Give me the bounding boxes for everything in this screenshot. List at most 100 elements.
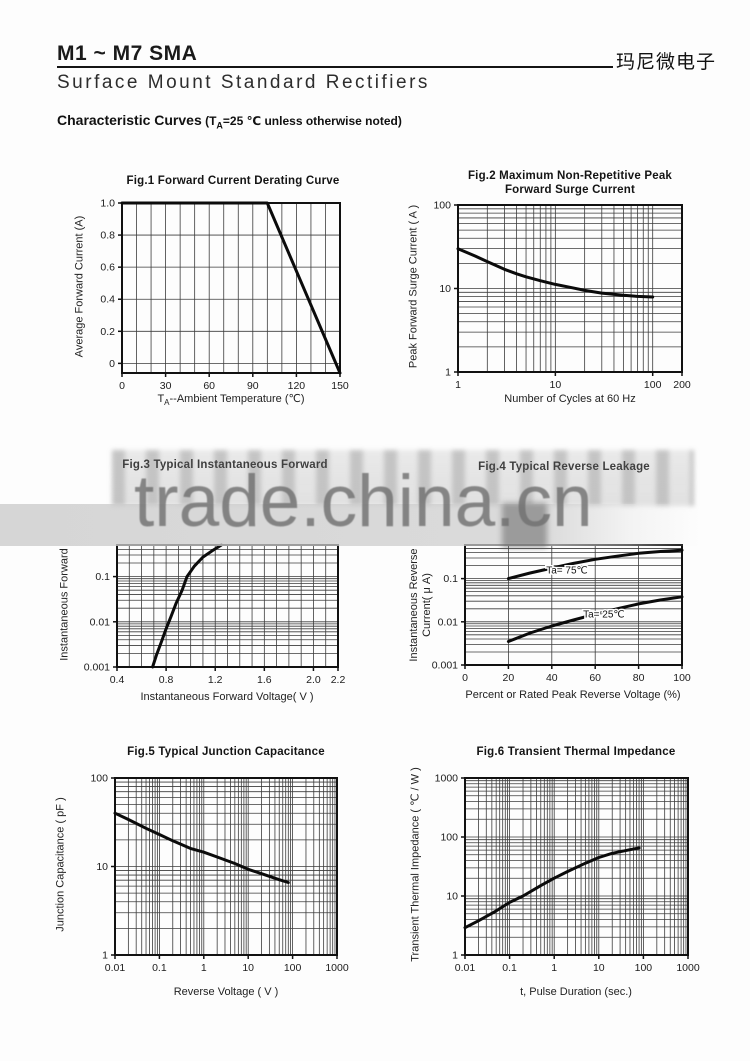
svg-text:0.01: 0.01 (105, 962, 126, 974)
fig5-title: Fig.5 Typical Junction Capacitance (127, 746, 325, 758)
svg-text:100: 100 (644, 379, 662, 391)
svg-text:1.6: 1.6 (257, 674, 272, 686)
fig1-x-axis-label: TA--Ambient Temperature (℃) (157, 393, 305, 408)
watermark-band (0, 504, 700, 546)
fig1-forward-current-derating: Fig.1 Forward Current Derating Curve 0 30… (55, 170, 390, 418)
svg-text:1: 1 (551, 962, 557, 974)
svg-text:1: 1 (102, 950, 108, 962)
svg-text:10: 10 (96, 861, 108, 873)
fig5-y-axis-label: Junction Capacitance ( pF ) (54, 797, 67, 932)
fig6-transient-thermal-impedance: Fig.6 Transient Thermal Impedance 0.01 0.… (395, 740, 745, 1012)
fig6-y-axis-label: Transient Thermal Impedance ( ℃ / W ) (409, 767, 422, 962)
svg-text:0.01: 0.01 (455, 962, 476, 974)
fig6-chart: 0.01 0.1 1 10 100 1000 1 10 100 1000 (435, 773, 700, 975)
fig2-x-axis-label: Number of Cycles at 60 Hz (504, 393, 636, 405)
fig3-title: Fig.3 Typical Instantaneous Forward (75, 458, 375, 472)
fig4-y-axis-label: Instantaneous Reverse Current( μ A) (408, 548, 433, 662)
fig4-x-axis-label: Percent or Rated Peak Reverse Voltage (%… (465, 689, 681, 701)
svg-text:200: 200 (673, 379, 691, 391)
svg-text:2.2: 2.2 (331, 674, 346, 686)
section-heading-condition: (TA=25 ℃ unless otherwise noted) (201, 114, 402, 131)
fig5-chart: 0.01 0.1 1 10 100 1000 1 10 100 (90, 773, 349, 975)
svg-text:1: 1 (201, 962, 207, 974)
svg-text:1.0: 1.0 (100, 198, 115, 210)
fig3-x-axis-label: Instantaneous Forward Voltage( V ) (140, 691, 314, 703)
fig2-chart: 1 10 100 200 1 10 100 (433, 200, 691, 392)
svg-text:100: 100 (440, 832, 458, 844)
watermark-smear-streaks (112, 450, 694, 506)
svg-text:0.01: 0.01 (90, 616, 111, 628)
svg-text:Ta= 75℃: Ta= 75℃ (546, 566, 588, 577)
svg-text:10: 10 (593, 962, 605, 974)
fig4-reverse-leakage: Fig.4 Typical Reverse Leakage 0 20 40 60 80 1… (400, 455, 740, 705)
fig4-chart: 0 20 40 60 80 100 0.1 0.01 0.001 Ta= 75℃ Ta= 25℃ (432, 544, 691, 684)
svg-text:10: 10 (439, 283, 451, 295)
svg-text:1: 1 (452, 950, 458, 962)
svg-text:0.8: 0.8 (159, 674, 174, 686)
svg-text:10: 10 (242, 962, 254, 974)
svg-text:Ta= 25℃: Ta= 25℃ (583, 610, 625, 621)
fig3-chart: 0.4 0.8 1.2 1.6 2.0 2.2 0.1 0.01 0.001 (84, 543, 346, 686)
svg-text:100: 100 (284, 962, 302, 974)
svg-text:0.8: 0.8 (100, 230, 115, 242)
fig6-x-axis-label: t, Pulse Duration (sec.) (520, 986, 632, 998)
svg-text:60: 60 (203, 380, 215, 392)
svg-text:100: 100 (673, 672, 691, 684)
svg-text:0: 0 (109, 358, 115, 370)
fig2-y-axis-label: Peak Forward Surge Current ( A ) (407, 204, 420, 369)
svg-text:0: 0 (119, 380, 125, 392)
fig2-title: Fig.2 Maximum Non-Repetitive Peak Forward… (467, 170, 673, 196)
svg-text:0.001: 0.001 (432, 660, 458, 672)
svg-text:2.0: 2.0 (306, 674, 321, 686)
fig5-junction-capacitance: Fig.5 Typical Junction Capacitance 0.01 0… (30, 740, 380, 1012)
brand-name: 玛尼微电子 (616, 52, 717, 73)
svg-text:10: 10 (550, 379, 562, 391)
fig2-peak-forward-surge: Fig.2 Maximum Non-Repetitive Peak Forward… (395, 165, 740, 415)
svg-text:1: 1 (445, 367, 451, 379)
svg-text:0.2: 0.2 (100, 326, 115, 338)
fig1-y-axis-label: Average Forward Current (A) (73, 215, 86, 358)
svg-text:0.4: 0.4 (100, 294, 115, 306)
svg-text:150: 150 (331, 380, 349, 392)
svg-text:1000: 1000 (435, 773, 459, 785)
page-title: M1 ~ M7 SMA (57, 42, 198, 65)
svg-text:0.4: 0.4 (110, 674, 125, 686)
fig1-chart: 0 30 60 90 120 150 0 0.2 0.4 0.6 0.8 1.0 (100, 198, 349, 393)
svg-text:0.01: 0.01 (438, 616, 459, 628)
fig5-x-axis-label: Reverse Voltage ( V ) (173, 986, 279, 998)
svg-text:120: 120 (288, 380, 306, 392)
section-heading-main: Characteristic Curves (57, 112, 202, 128)
svg-text:0.6: 0.6 (100, 262, 115, 274)
svg-text:100: 100 (635, 962, 653, 974)
svg-text:0.1: 0.1 (502, 962, 517, 974)
svg-text:0.001: 0.001 (84, 662, 110, 674)
svg-text:40: 40 (546, 672, 558, 684)
svg-text:0.1: 0.1 (443, 573, 458, 585)
svg-text:1000: 1000 (676, 962, 700, 974)
svg-text:0.1: 0.1 (95, 571, 110, 583)
svg-text:100: 100 (90, 773, 108, 785)
svg-text:0: 0 (462, 672, 468, 684)
svg-text:1000: 1000 (325, 962, 349, 974)
svg-text:60: 60 (589, 672, 601, 684)
svg-text:90: 90 (247, 380, 259, 392)
svg-text:80: 80 (633, 672, 645, 684)
svg-text:1: 1 (455, 379, 461, 391)
svg-text:0.1: 0.1 (152, 962, 167, 974)
svg-text:20: 20 (503, 672, 515, 684)
page-subtitle: Surface Mount Standard Rectifiers (57, 72, 430, 93)
fig6-title: Fig.6 Transient Thermal Impedance (476, 746, 676, 758)
section-heading: Characteristic Curves (TA=25 ℃ unless ot… (57, 112, 402, 130)
svg-text:10: 10 (446, 891, 458, 903)
watermark-text: trade.china.cn (134, 461, 593, 542)
fig1-title: Fig.1 Forward Current Derating Curve (126, 175, 340, 187)
fig3-instantaneous-forward: Fig.3 Typical Instantaneous Forward 0.40… (55, 455, 395, 705)
header-rule (57, 66, 613, 68)
fig4-title: Fig.4 Typical Reverse Leakage (414, 460, 714, 474)
watermark-dark-square (502, 503, 547, 548)
svg-text:30: 30 (160, 380, 172, 392)
svg-text:1.2: 1.2 (208, 674, 223, 686)
fig3-y-axis-label: Instantaneous Forward (58, 548, 71, 661)
svg-text:100: 100 (433, 200, 451, 212)
